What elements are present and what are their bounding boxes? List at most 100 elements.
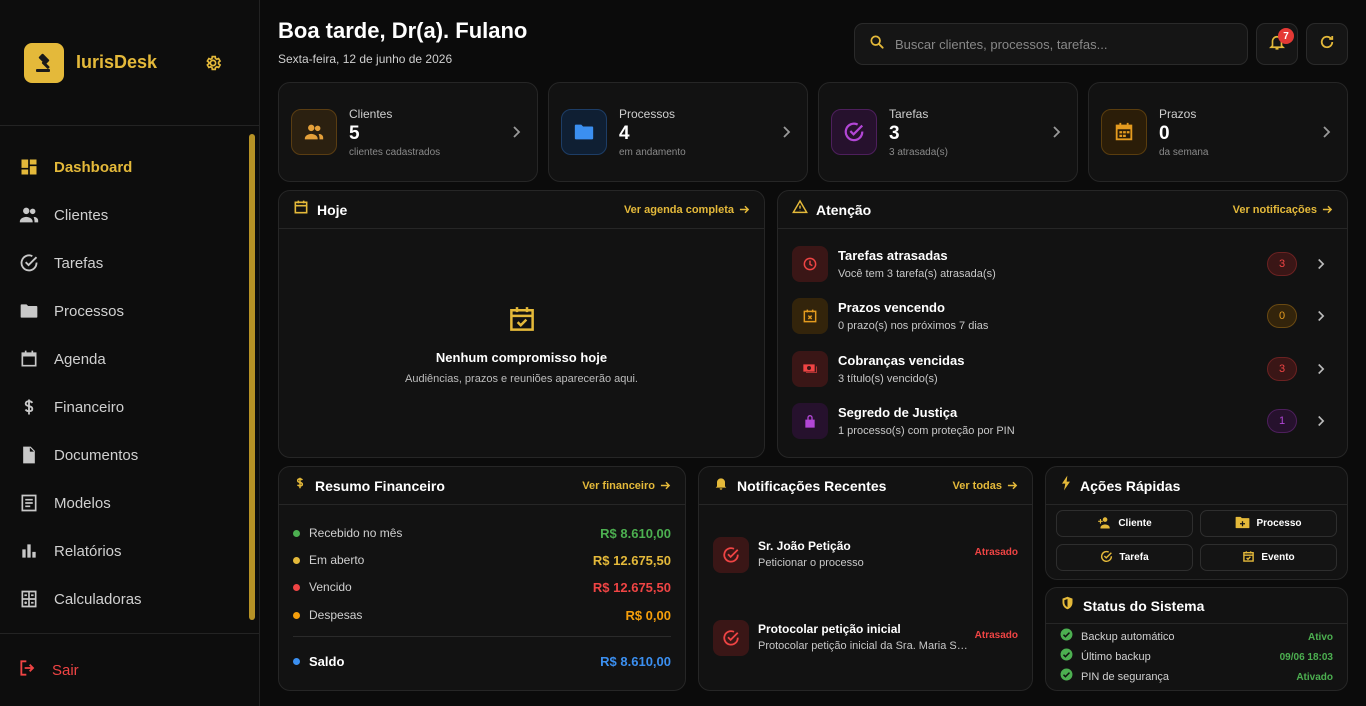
sidebar-item-label: Tarefas (54, 254, 104, 272)
greeting-block: Boa tarde, Dr(a). Fulano Sexta-feira, 12… (278, 18, 527, 66)
quick-actions-panel: Ações Rápidas Cliente Processo Tarefa Ev… (1045, 466, 1348, 580)
sidebar-item-label: Clientes (54, 206, 109, 224)
stat-title: Processos (619, 107, 676, 121)
stat-subtitle: clientes cadastrados (349, 147, 441, 158)
attention-panel: Atenção Ver notificações Tarefas atrasad… (777, 190, 1348, 458)
sidebar-item-label: Relatórios (54, 542, 122, 560)
sidebar-item-label: Dashboard (54, 158, 133, 176)
stat-title: Tarefas (889, 107, 929, 121)
chevron-right-icon (1321, 125, 1331, 143)
notification-item[interactable]: Protocolar petição inicial Protocolar pe… (713, 618, 1018, 658)
arrow-right-icon (1007, 481, 1018, 490)
gear-icon[interactable] (204, 54, 222, 72)
attention-item-deadlines[interactable]: Prazos vencendo 0 prazo(s) nos próximos … (792, 294, 1333, 338)
users-icon (18, 204, 40, 226)
view-finance-link[interactable]: Ver financeiro (582, 480, 671, 492)
quick-add-task-button[interactable]: Tarefa (1056, 544, 1193, 571)
sidebar-scrollbar[interactable] (249, 134, 255, 620)
sidebar: IurisDesk Dashboard Clientes Tarefas Pro… (0, 0, 260, 706)
quick-actions-header: Ações Rápidas (1046, 467, 1347, 505)
sidebar-item-dashboard[interactable]: Dashboard (0, 143, 248, 191)
finance-label: Recebido no mês (309, 526, 403, 540)
stat-title: Clientes (349, 107, 393, 121)
bell-ring-icon (713, 475, 729, 496)
stat-value: 5 (349, 123, 360, 144)
calendar-icon (293, 199, 309, 220)
view-all-link[interactable]: Ver todas (952, 480, 1018, 492)
finance-panel: Resumo Financeiro Ver financeiro Recebid… (278, 466, 686, 691)
sidebar-item-modelos[interactable]: Modelos (0, 479, 248, 527)
arrow-right-icon (660, 481, 671, 490)
sidebar-item-financeiro[interactable]: Financeiro (0, 383, 248, 431)
lock-icon (792, 403, 828, 439)
status-label: Backup automático (1081, 631, 1175, 643)
check-circle-icon (713, 620, 749, 656)
view-agenda-link[interactable]: Ver agenda completa (624, 204, 750, 216)
stat-card-clientes[interactable]: Clientes 5 clientes cadastrados (278, 82, 538, 182)
attention-item-secret-justice[interactable]: Segredo de Justiça 1 processo(s) com pro… (792, 399, 1333, 443)
chevron-right-icon (1316, 414, 1325, 432)
sidebar-item-tarefas[interactable]: Tarefas (0, 239, 248, 287)
finance-row-open: Em aberto R$ 12.675,50 (293, 550, 671, 570)
notifications-button[interactable]: 7 (1256, 23, 1298, 65)
logout-button[interactable]: Sair (0, 633, 259, 706)
count-badge: 3 (1267, 252, 1297, 276)
quick-action-label: Evento (1261, 552, 1295, 563)
quick-add-client-button[interactable]: Cliente (1056, 510, 1193, 537)
calendar-icon (18, 348, 40, 370)
stat-card-processos[interactable]: Processos 4 em andamento (548, 82, 808, 182)
quick-action-label: Cliente (1118, 518, 1152, 529)
status-dot (293, 611, 300, 619)
sidebar-nav: Dashboard Clientes Tarefas Processos Age… (0, 143, 248, 623)
status-label: PIN de segurança (1081, 671, 1170, 683)
finance-value: R$ 0,00 (625, 607, 671, 623)
finance-title: Resumo Financeiro (315, 477, 445, 494)
view-finance-label: Ver financeiro (582, 479, 655, 492)
attention-item-overdue-charges[interactable]: Cobranças vencidas 3 título(s) vencido(s… (792, 347, 1333, 391)
status-dot (293, 529, 300, 537)
attention-title: Segredo de Justiça (838, 405, 958, 420)
refresh-button[interactable] (1306, 23, 1348, 65)
search-icon (869, 34, 885, 55)
finance-value: R$ 12.675,50 (592, 552, 671, 568)
dashboard-icon (18, 156, 40, 178)
bar-chart-icon (18, 540, 40, 562)
sidebar-item-processos[interactable]: Processos (0, 287, 248, 335)
dollar-icon (293, 475, 307, 496)
count-badge: 1 (1267, 409, 1297, 433)
calculator-icon (18, 588, 40, 610)
sidebar-item-calculadoras[interactable]: Calculadoras (0, 575, 248, 623)
stat-subtitle: 3 atrasada(s) (889, 147, 948, 158)
folder-icon (18, 300, 40, 322)
view-notifications-link[interactable]: Ver notificações (1233, 204, 1333, 216)
sidebar-item-relatorios[interactable]: Relatórios (0, 527, 248, 575)
notification-item[interactable]: Sr. João Petição Peticionar o processo A… (713, 535, 1018, 575)
stat-card-prazos[interactable]: Prazos 0 da semana (1088, 82, 1348, 182)
sidebar-item-agenda[interactable]: Agenda (0, 335, 248, 383)
sidebar-item-documentos[interactable]: Documentos (0, 431, 248, 479)
template-icon (18, 492, 40, 514)
attention-title: Cobranças vencidas (838, 353, 965, 368)
add-folder-icon (1235, 516, 1250, 532)
calendar-icon (1101, 109, 1147, 155)
sidebar-item-label: Financeiro (54, 398, 125, 416)
stat-card-tarefas[interactable]: Tarefas 3 3 atrasada(s) (818, 82, 1078, 182)
sidebar-item-clientes[interactable]: Clientes (0, 191, 248, 239)
status-dot (293, 657, 300, 665)
stat-value: 3 (889, 123, 900, 144)
view-agenda-label: Ver agenda completa (623, 203, 734, 216)
document-icon (18, 444, 40, 466)
attention-item-overdue-tasks[interactable]: Tarefas atrasadas Você tem 3 tarefa(s) a… (792, 242, 1333, 286)
today-panel: Hoje Ver agenda completa Nenhum compromi… (278, 190, 765, 458)
check-circle-icon (1100, 550, 1113, 566)
system-status-panel: Status do Sistema Backup automático Ativ… (1045, 587, 1348, 691)
search-input[interactable]: Buscar clientes, processos, tarefas... (854, 23, 1248, 65)
search-placeholder: Buscar clientes, processos, tarefas... (895, 36, 1108, 52)
calendar-check-icon (507, 307, 537, 339)
gavel-logo-icon[interactable] (24, 42, 64, 83)
add-user-icon (1097, 516, 1112, 532)
empty-subtitle: Audiências, prazos e reuniões aparecerão… (405, 373, 638, 385)
users-icon (291, 109, 337, 155)
quick-add-event-button[interactable]: Evento (1200, 544, 1337, 571)
quick-add-process-button[interactable]: Processo (1200, 510, 1337, 537)
